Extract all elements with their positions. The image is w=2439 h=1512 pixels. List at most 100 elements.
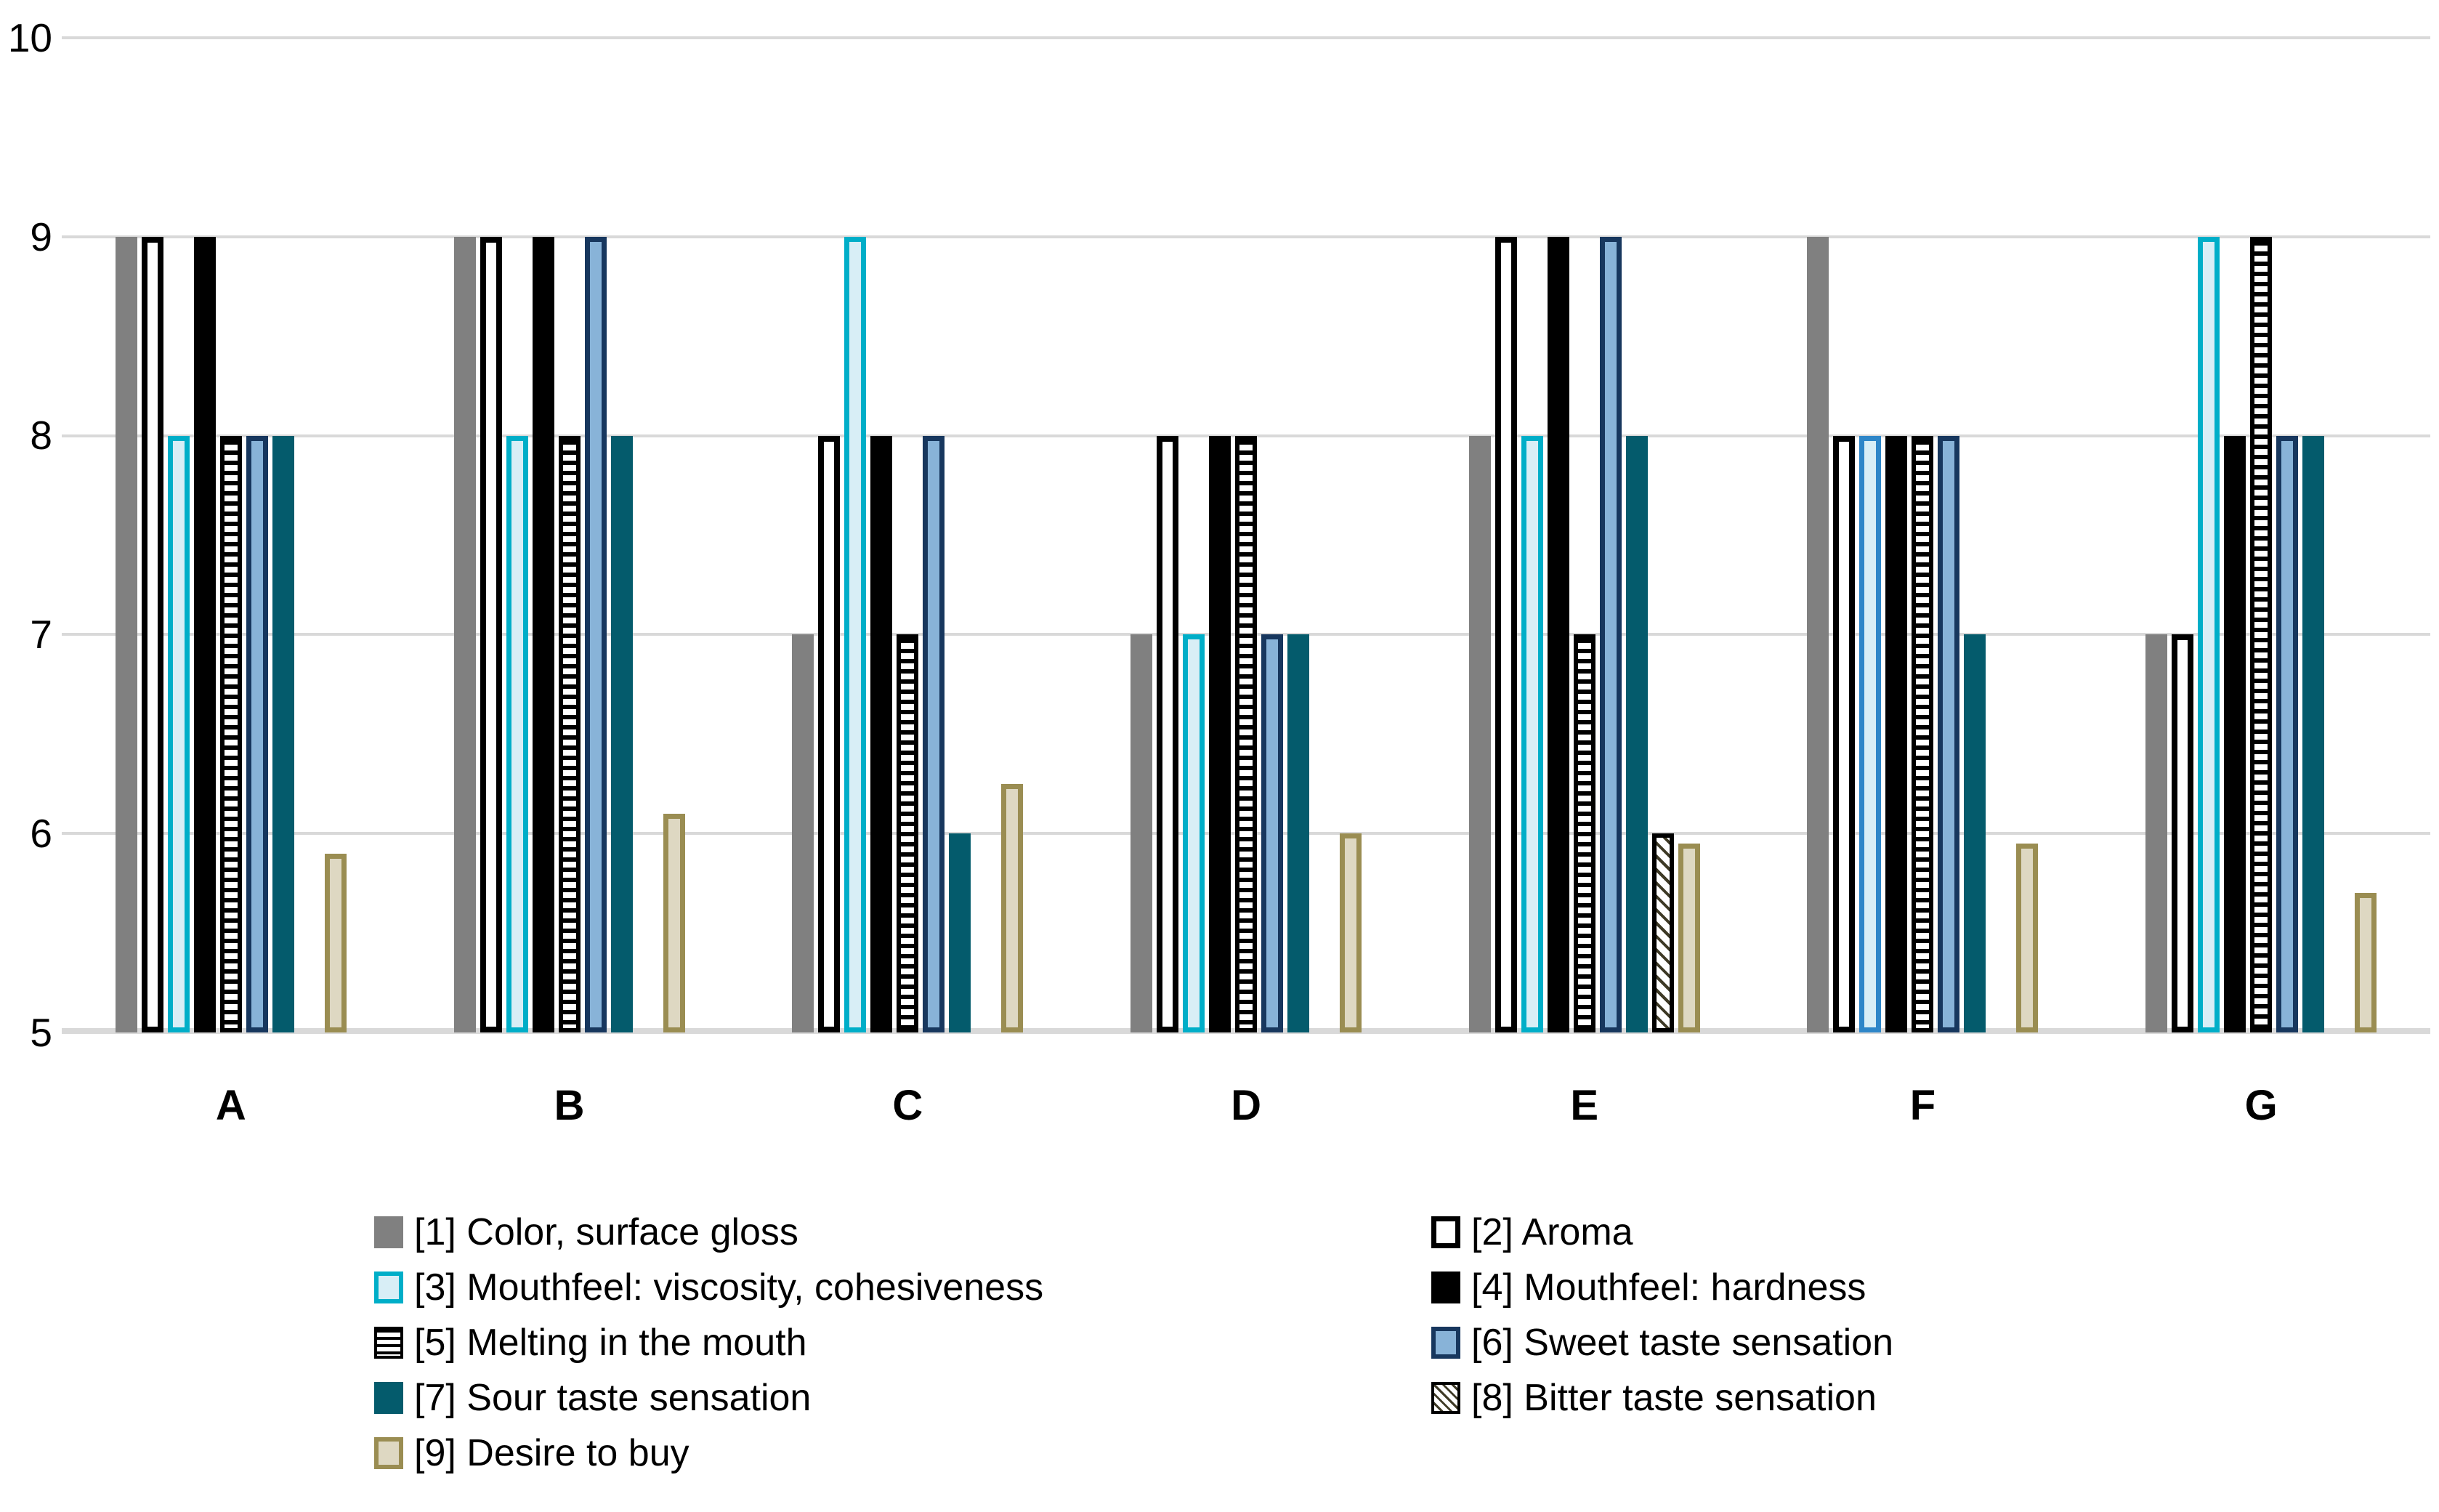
bar-group-c xyxy=(738,38,1077,1032)
bar-series-3-d xyxy=(1183,634,1205,1032)
bar-series-4-c xyxy=(870,435,893,1032)
bar-group-e xyxy=(1415,38,1754,1032)
bar-series-4-a xyxy=(193,236,216,1032)
legend-item-melting-in-mouth: [5] Melting in the mouth xyxy=(374,1315,1043,1370)
bar-series-5-c xyxy=(897,634,919,1032)
bar-series-9-b xyxy=(663,813,685,1032)
bar-series-6-d xyxy=(1261,634,1284,1032)
legend-label-sweet-taste: [6] Sweet taste sensation xyxy=(1471,1322,1894,1364)
category-label-d: D xyxy=(1231,1082,1261,1129)
legend-swatch-melting-in-mouth xyxy=(374,1327,403,1359)
bar-series-1-e xyxy=(1468,435,1491,1032)
bar-series-3-e xyxy=(1521,435,1543,1032)
y-tick-10: 10 xyxy=(7,15,52,60)
category-axis: A B C D E F G xyxy=(62,1077,2430,1135)
category-label-f: F xyxy=(1909,1082,1936,1129)
legend-item-sour-taste: [7] Sour taste sensation xyxy=(374,1370,1043,1426)
bar-series-6-a xyxy=(246,435,268,1032)
legend-label-melting-in-mouth: [5] Melting in the mouth xyxy=(414,1322,807,1364)
legend-column-left: [1] Color, surface gloss [3] Mouthfeel: … xyxy=(374,1205,1043,1481)
legend-swatch-sweet-taste xyxy=(1431,1327,1460,1359)
bar-series-2-g xyxy=(2172,634,2194,1032)
legend-column-right: [2] Aroma [4] Mouthfeel: hardness [6] Sw… xyxy=(1431,1205,1893,1426)
bar-series-2-a xyxy=(141,236,163,1032)
bar-series-2-e xyxy=(1494,236,1517,1032)
legend-item-mouthfeel-viscosity: [3] Mouthfeel: viscosity, cohesiveness xyxy=(374,1260,1043,1315)
bar-series-1-b xyxy=(453,236,476,1032)
bar-series-7-g xyxy=(2302,435,2325,1032)
legend-label-sour-taste: [7] Sour taste sensation xyxy=(414,1377,812,1419)
bar-group-b xyxy=(400,38,739,1032)
bar-series-9-a xyxy=(324,853,347,1032)
bar-series-9-d xyxy=(1340,833,1362,1032)
bar-series-9-e xyxy=(1678,843,1700,1032)
y-tick-5: 5 xyxy=(30,1010,52,1055)
bar-group-a xyxy=(62,38,400,1032)
bar-series-3-b xyxy=(506,435,528,1032)
y-tick-7: 7 xyxy=(30,612,52,657)
bar-series-5-a xyxy=(219,435,242,1032)
y-tick-6: 6 xyxy=(30,811,52,856)
bar-groups xyxy=(62,38,2430,1032)
bar-series-6-e xyxy=(1599,236,1622,1032)
bar-series-5-d xyxy=(1235,435,1258,1032)
bar-series-5-g xyxy=(2250,236,2273,1032)
gridline-10 xyxy=(62,36,2430,39)
bar-series-2-f xyxy=(1833,435,1856,1032)
legend-label-mouthfeel-hardness: [4] Mouthfeel: hardness xyxy=(1471,1266,1866,1309)
bar-series-5-b xyxy=(558,435,581,1032)
legend-label-mouthfeel-viscosity: [3] Mouthfeel: viscosity, cohesiveness xyxy=(414,1266,1044,1309)
bar-series-2-d xyxy=(1157,435,1179,1032)
legend-label-bitter-taste: [8] Bitter taste sensation xyxy=(1471,1377,1877,1419)
legend-item-desire-to-buy: [9] Desire to buy xyxy=(374,1426,1043,1481)
bar-group-f xyxy=(1754,38,2092,1032)
bar-series-4-g xyxy=(2224,435,2246,1032)
bar-group-d xyxy=(1077,38,1415,1032)
bar-series-9-c xyxy=(1001,783,1024,1032)
legend-label-aroma: [2] Aroma xyxy=(1471,1211,1633,1253)
bar-series-3-g xyxy=(2198,236,2220,1032)
bar-series-4-d xyxy=(1209,435,1231,1032)
bar-series-6-b xyxy=(584,236,607,1032)
bar-series-7-d xyxy=(1287,634,1310,1032)
legend-label-color-surface-gloss: [1] Color, surface gloss xyxy=(414,1211,798,1253)
category-label-g: G xyxy=(2244,1082,2278,1129)
bar-series-6-c xyxy=(923,435,945,1032)
legend-swatch-sour-taste xyxy=(374,1382,403,1414)
bar-series-2-c xyxy=(818,435,841,1032)
bar-series-2-b xyxy=(480,236,502,1032)
bar-series-7-a xyxy=(272,435,294,1032)
bar-series-1-g xyxy=(2145,634,2168,1032)
legend-swatch-mouthfeel-hardness xyxy=(1431,1272,1460,1303)
gridline-9 xyxy=(62,235,2430,238)
category-label-e: E xyxy=(1570,1082,1599,1129)
y-tick-8: 8 xyxy=(30,413,52,458)
bar-series-7-f xyxy=(1964,634,1986,1032)
bar-series-7-e xyxy=(1625,435,1648,1032)
category-label-b: B xyxy=(554,1082,585,1129)
bar-series-6-f xyxy=(1938,435,1960,1032)
bar-series-7-c xyxy=(949,833,971,1032)
bar-series-3-a xyxy=(167,435,190,1032)
legend-swatch-desire-to-buy xyxy=(374,1437,403,1469)
category-label-c: C xyxy=(892,1082,923,1129)
legend-item-bitter-taste: [8] Bitter taste sensation xyxy=(1431,1370,1893,1426)
y-tick-9: 9 xyxy=(30,214,52,259)
category-label-a: A xyxy=(215,1082,246,1129)
bar-series-8-e xyxy=(1651,833,1674,1032)
legend-label-desire-to-buy: [9] Desire to buy xyxy=(414,1432,689,1474)
bar-series-1-f xyxy=(1807,236,1829,1032)
bar-series-9-f xyxy=(2016,843,2039,1032)
bar-series-4-f xyxy=(1885,435,1908,1032)
bar-series-3-c xyxy=(844,236,867,1032)
legend-swatch-bitter-taste xyxy=(1431,1382,1460,1414)
legend-item-aroma: [2] Aroma xyxy=(1431,1205,1893,1260)
bar-series-5-f xyxy=(1912,435,1934,1032)
legend-item-color-surface-gloss: [1] Color, surface gloss xyxy=(374,1205,1043,1260)
legend-swatch-aroma xyxy=(1431,1216,1460,1248)
bar-series-4-e xyxy=(1547,236,1569,1032)
bar-series-4-b xyxy=(532,236,554,1032)
bar-series-3-f xyxy=(1859,435,1882,1032)
legend-swatch-mouthfeel-viscosity xyxy=(374,1272,403,1303)
